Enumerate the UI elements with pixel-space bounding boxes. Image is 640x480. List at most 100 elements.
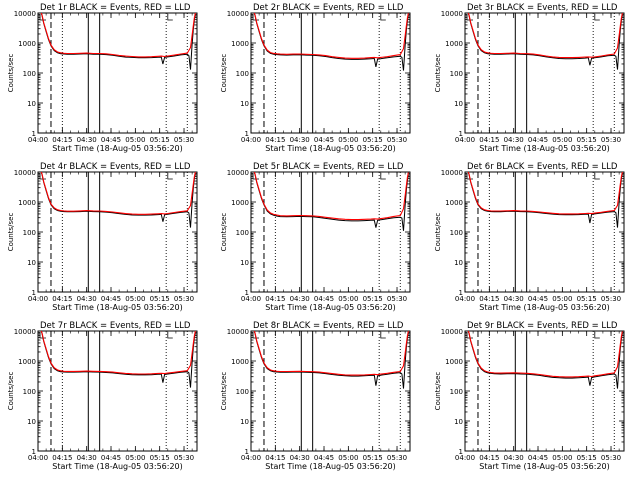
corner-mark <box>39 332 46 339</box>
x-tick-label: 04:15 <box>265 136 285 144</box>
corner-mark <box>466 173 473 180</box>
chart-panel: Det 7r BLACK = Events, RED = LLD 1 10 100 10… <box>7 321 198 471</box>
series-line-events <box>253 172 409 231</box>
y-tick-label: 1 <box>459 289 463 297</box>
series-line-lld <box>40 13 196 58</box>
y-axis-label: Counts/sec <box>434 372 442 411</box>
series-line-events <box>253 331 409 389</box>
series-line-events <box>253 13 409 71</box>
series-line-events <box>467 172 623 228</box>
corner-mark <box>252 332 259 339</box>
plot-frame <box>37 330 198 452</box>
x-tick-label: 05:15 <box>363 295 383 303</box>
y-tick-label: 10000 <box>227 328 249 336</box>
plot-frame <box>250 12 411 134</box>
chart-title: Det 6r BLACK = Events, RED = LLD <box>467 162 618 172</box>
series-line-lld <box>253 13 409 59</box>
x-tick-label: 04:00 <box>28 136 48 144</box>
x-axis-label: Start Time (18-Aug-05 03:56:20) <box>52 144 183 153</box>
x-tick-label: 04:30 <box>290 295 310 303</box>
corner-mark <box>252 173 259 180</box>
x-tick-label: 05:15 <box>150 454 170 462</box>
chart-title: Det 3r BLACK = Events, RED = LLD <box>467 3 618 13</box>
y-axis-label: Counts/sec <box>434 213 442 252</box>
x-tick-label: 04:45 <box>101 136 121 144</box>
y-axis-label: Counts/sec <box>7 372 15 411</box>
y-tick-label: 100 <box>450 388 463 396</box>
x-tick-label: 05:30 <box>601 295 621 303</box>
y-axis-label: Counts/sec <box>220 54 228 93</box>
corner-mark <box>39 14 46 21</box>
plot-frame <box>37 12 198 134</box>
y-tick-label: 10000 <box>14 169 36 177</box>
series-line-events <box>467 13 623 70</box>
x-tick-label: 04:45 <box>528 295 548 303</box>
x-tick-label: 04:15 <box>52 454 72 462</box>
x-tick-label: 05:00 <box>338 136 358 144</box>
y-axis-label: Counts/sec <box>434 54 442 93</box>
y-tick-label: 10000 <box>441 10 463 18</box>
y-tick-label: 1000 <box>445 40 463 48</box>
x-tick-label: 04:45 <box>101 295 121 303</box>
y-tick-label: 1 <box>245 130 249 138</box>
plot-frame <box>37 171 198 293</box>
y-tick-label: 1 <box>245 289 249 297</box>
x-tick-label: 04:15 <box>479 454 499 462</box>
chart-title: Det 5r BLACK = Events, RED = LLD <box>253 162 404 172</box>
series-line-lld <box>40 172 196 215</box>
x-tick-label: 04:30 <box>504 136 524 144</box>
y-tick-label: 1 <box>32 289 36 297</box>
series-line-lld <box>253 172 409 221</box>
y-tick-label: 1000 <box>231 40 249 48</box>
x-tick-label: 04:15 <box>52 295 72 303</box>
series-line-lld <box>467 13 623 59</box>
y-tick-label: 10 <box>27 259 36 267</box>
x-tick-label: 05:00 <box>552 136 572 144</box>
corner-mark <box>594 14 600 21</box>
x-axis-label: Start Time (18-Aug-05 03:56:20) <box>265 303 396 312</box>
chart-panel: Det 1r BLACK = Events, RED = LLD 1 10 100 10… <box>7 3 198 153</box>
y-tick-label: 10000 <box>14 328 36 336</box>
x-axis-label: Start Time (18-Aug-05 03:56:20) <box>479 303 610 312</box>
x-tick-label: 05:00 <box>125 136 145 144</box>
x-tick-label: 05:15 <box>150 136 170 144</box>
x-axis-label: Start Time (18-Aug-05 03:56:20) <box>479 144 610 153</box>
chart-title: Det 8r BLACK = Events, RED = LLD <box>253 321 404 331</box>
plot-frame <box>250 330 411 452</box>
x-tick-label: 05:30 <box>601 136 621 144</box>
y-tick-label: 10 <box>27 418 36 426</box>
x-tick-label: 05:30 <box>174 454 194 462</box>
x-tick-label: 04:00 <box>455 136 475 144</box>
x-tick-label: 04:15 <box>479 136 499 144</box>
y-tick-label: 100 <box>23 70 36 78</box>
x-tick-label: 04:00 <box>455 295 475 303</box>
x-tick-label: 04:45 <box>314 136 334 144</box>
x-tick-label: 04:45 <box>101 454 121 462</box>
x-tick-label: 04:30 <box>504 454 524 462</box>
y-tick-label: 1 <box>459 130 463 138</box>
chart-title: Det 4r BLACK = Events, RED = LLD <box>40 162 191 172</box>
corner-mark <box>167 332 173 339</box>
series-line-events <box>40 172 196 228</box>
y-tick-label: 1000 <box>445 358 463 366</box>
x-tick-label: 04:45 <box>314 295 334 303</box>
y-axis-label: Counts/sec <box>7 213 15 252</box>
x-tick-label: 04:30 <box>77 136 97 144</box>
series-line-lld <box>467 331 623 378</box>
corner-mark <box>380 332 386 339</box>
x-tick-label: 05:15 <box>577 295 597 303</box>
y-tick-label: 1 <box>32 448 36 456</box>
plot-frame <box>464 171 625 293</box>
corner-mark <box>466 14 473 21</box>
x-tick-label: 05:15 <box>363 136 383 144</box>
x-tick-label: 04:45 <box>528 454 548 462</box>
x-tick-label: 04:15 <box>52 136 72 144</box>
y-tick-label: 10000 <box>441 169 463 177</box>
chart-panel: Det 3r BLACK = Events, RED = LLD 1 10 100 10… <box>434 3 625 153</box>
y-tick-label: 100 <box>236 70 249 78</box>
y-tick-label: 10000 <box>441 328 463 336</box>
x-tick-label: 04:30 <box>77 454 97 462</box>
corner-mark <box>594 332 600 339</box>
y-tick-label: 1 <box>32 130 36 138</box>
